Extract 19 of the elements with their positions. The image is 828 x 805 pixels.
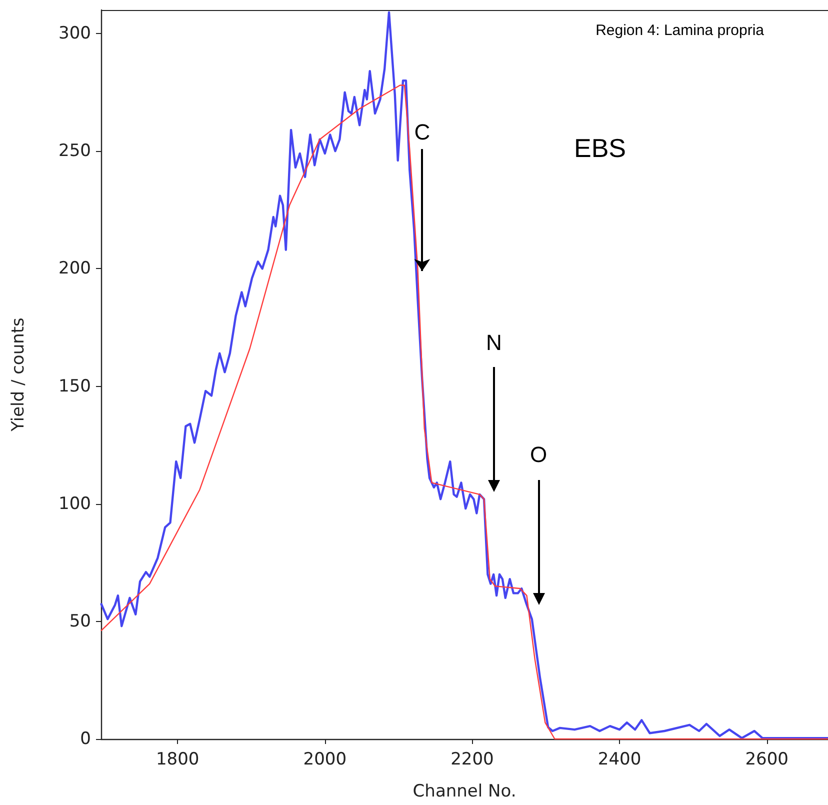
annotation: EBS xyxy=(574,133,626,164)
annotation: C xyxy=(414,120,430,145)
y-tick-label: 100 xyxy=(58,494,91,514)
x-tick-label: 2600 xyxy=(745,750,788,770)
x-tick-label: 2000 xyxy=(303,750,347,770)
x-tick-label: 2400 xyxy=(598,750,642,770)
y-tick-label: 250 xyxy=(58,141,91,162)
x-tick-label: 1800 xyxy=(156,750,200,770)
annotation: Region 4: Lamina propria xyxy=(596,22,764,39)
x-tick-label: 2200 xyxy=(450,750,494,770)
y-tick-label: 200 xyxy=(58,258,91,279)
y-tick-label: 300 xyxy=(58,24,91,44)
annotation: N xyxy=(486,330,502,356)
y-axis-title: Yield / counts xyxy=(8,317,28,432)
x-axis-title: Channel No. xyxy=(412,782,516,802)
y-tick-label: 50 xyxy=(69,611,91,632)
y-tick-label: 0 xyxy=(80,729,91,749)
y-tick-label: 150 xyxy=(58,376,91,396)
annotation: O xyxy=(530,442,548,468)
